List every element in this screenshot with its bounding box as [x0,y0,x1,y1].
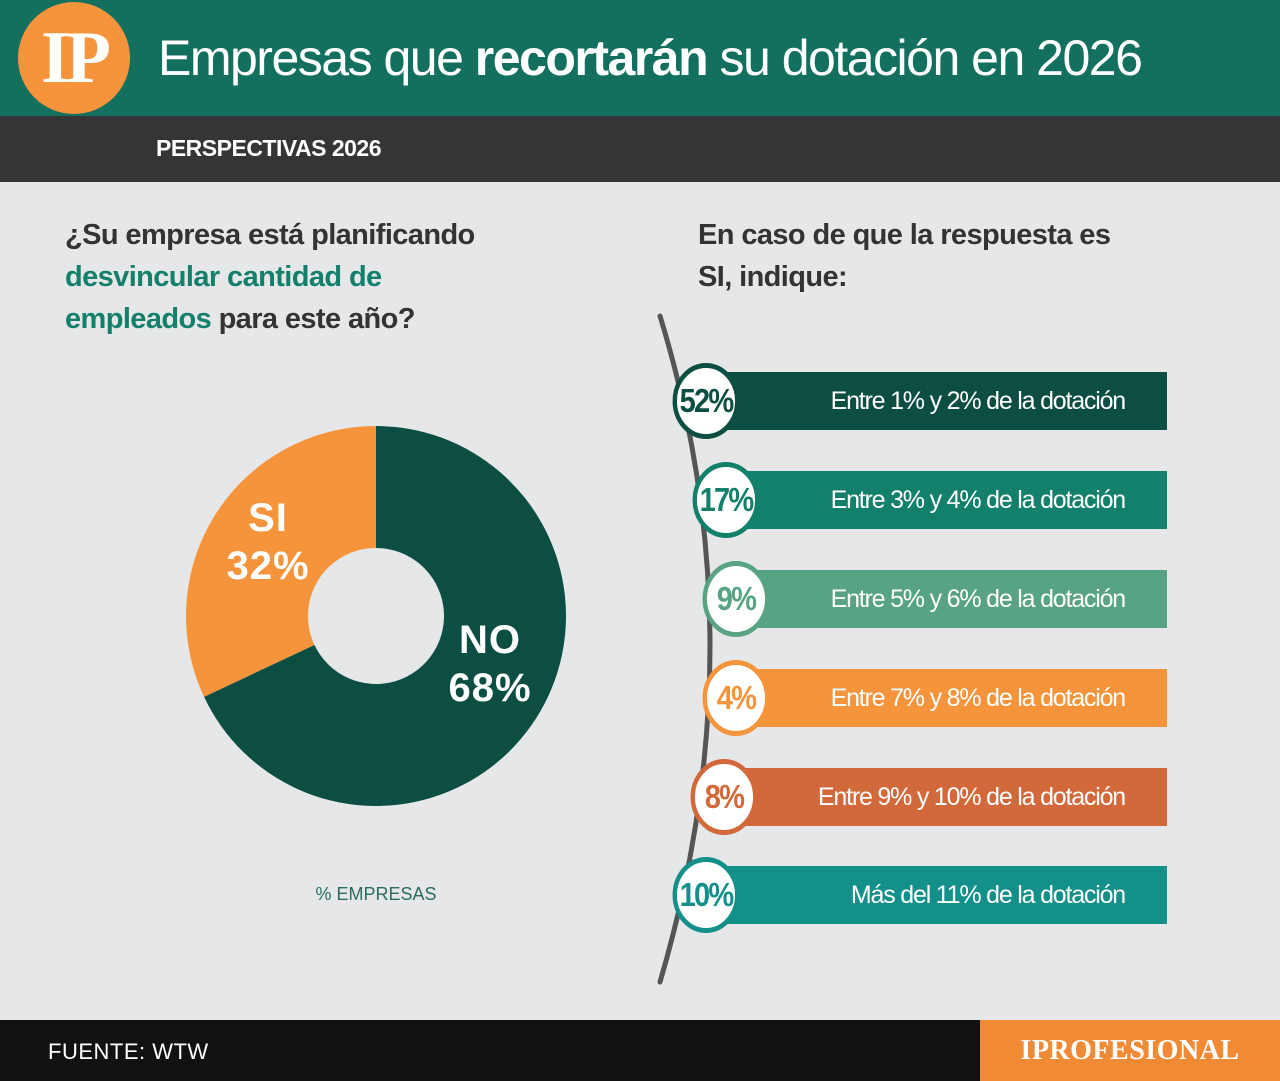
bar-label-1: Entre 1% y 2% de la dotación [830,387,1127,415]
brand-box: IPROFESIONAL [980,1020,1280,1081]
bar-value-badge-6: 10% [672,857,740,933]
bar-label-3: Entre 5% y 6% de la dotación [830,585,1127,613]
ip-logo: IP [18,2,130,114]
donut-slice-no [204,426,566,806]
right-question: En caso de que la respuesta es SI, indiq… [698,219,1111,293]
header-banner: IP Empresas que recortarán su dotación e… [0,0,1280,116]
no-value-label: 68% [448,666,532,710]
bar-5: Entre 9% y 10% de la dotación [720,768,1167,826]
bar-value-badge-2: 17% [692,462,760,538]
unit-note: % EMPRESAS [315,884,437,904]
left-question: ¿Su empresa está planificando desvincula… [65,214,485,340]
bar-value-badge-5: 8% [690,759,758,835]
brand-logo: IPROFESIONAL [1020,1035,1240,1066]
donut-slice-si [185,426,376,697]
footer-bar: FUENTE: WTW IPROFESIONAL [0,1020,1280,1081]
bar-4: Entre 7% y 8% de la dotación [720,669,1167,727]
bar-1: Entre 1% y 2% de la dotación [720,372,1167,430]
title-part-1: Empresas que [158,30,475,86]
bar-value-badge-4: 4% [702,660,770,736]
bar-3: Entre 5% y 6% de la dotación [720,570,1167,628]
bar-label-2: Entre 3% y 4% de la dotación [830,486,1127,514]
source-text: FUENTE: WTW [48,1039,209,1064]
subtitle-bar: PERSPECTIVAS 2026 [0,116,1280,182]
si-category-label: SI [248,496,288,540]
donut-label-si: SI 32% [206,494,330,590]
question-part-2: para este año? [211,303,416,335]
donut-chart [185,426,566,806]
si-value-label: 32% [226,544,310,588]
bar-label-6: Más del 11% de la dotación [850,881,1126,909]
bar-value-badge-1: 52% [672,363,740,439]
bar-label-4: Entre 7% y 8% de la dotación [830,684,1127,712]
question-highlight: desvincular cantidad de empleados [65,261,382,335]
no-category-label: NO [459,618,521,662]
bar-6: Más del 11% de la dotación [720,866,1167,924]
subtitle: PERSPECTIVAS 2026 [156,135,382,161]
page-title: Empresas que recortarán su dotación en 2… [158,28,1143,88]
title-part-2: su dotación en 2026 [707,30,1143,86]
ip-logo-text: IP [41,17,111,99]
bar-label-5: Entre 9% y 10% de la dotación [817,783,1126,811]
title-bold: recortarán [474,30,709,86]
bar-value-badge-3: 9% [702,561,770,637]
bar-2: Entre 3% y 4% de la dotación [720,471,1167,529]
question-part-1: ¿Su empresa está planificando [65,219,475,251]
donut-label-no: NO 68% [420,616,560,712]
